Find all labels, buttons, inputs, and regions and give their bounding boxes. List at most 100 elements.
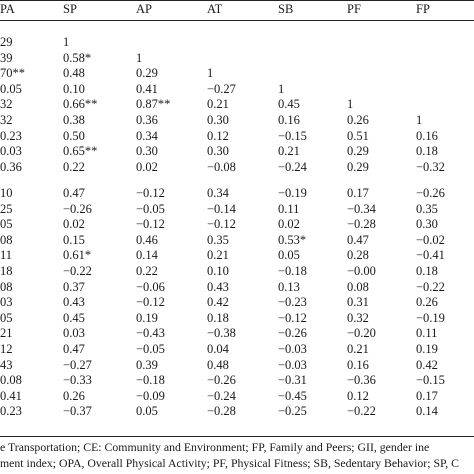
table-cell-col-sb: −0.03 [278,357,307,372]
table-cell-col-sp: 0.03 [63,326,85,341]
table-cell-col-pa: 32 [0,113,13,127]
table-cell-col-pa: 0.23 [0,128,22,143]
header-col-ap: AP [136,2,152,16]
table-cell-col-at: 0.43 [207,279,229,294]
table-cell-col-pa: 0.08 [0,373,22,388]
table-cell-col-at: 0.10 [207,264,229,278]
header-col-pf: PF [347,2,361,16]
table-cell-col-at: −0.27 [207,81,236,96]
table-cell-col-sb: 0.05 [278,248,300,263]
table-top-rule [0,0,474,1]
table-cell-col-sp: −0.37 [63,404,92,419]
table-cell-col-ap: −0.06 [136,279,165,294]
table-cell-col-fp: 0.18 [416,144,438,159]
table-cell-col-pf: 0.21 [347,342,369,356]
table-cell-col-fp: 0.26 [416,295,438,310]
table-cell-col-sb: −0.24 [278,159,307,174]
table-cell-col-at: −0.08 [207,159,236,174]
table-cell-col-at: 0.42 [207,295,229,310]
table-cell-col-ap: −0.05 [136,342,165,356]
table-cell-col-at: 0.12 [207,128,229,143]
table-cell-col-pa: 25 [0,201,13,216]
table-cell-col-sb: 0.21 [278,144,300,159]
table-cell-col-pa: 39 [0,50,13,65]
table-cell-col-pf: 1 [347,97,354,112]
table-cell-col-sp: 0.02 [63,217,85,232]
table-cell-col-sp: −0.22 [63,264,92,278]
table-cell-col-sb: −0.15 [278,128,307,143]
table-cell-col-pf: −0.36 [347,373,376,388]
table-cell-col-at: −0.26 [207,373,236,388]
table-cell-col-pa: 21 [0,326,13,341]
table-cell-col-ap: 0.41 [136,81,158,96]
table-cell-col-pa: 05 [0,310,13,325]
header-col-fp: FP [416,2,430,16]
header-bottom-rule [0,20,474,21]
table-cell-col-pf: 0.28 [347,248,369,263]
table-cell-col-at: −0.24 [207,388,236,403]
table-cell-col-pa: 29 [0,35,13,49]
table-cell-col-sb: 0.11 [278,201,300,216]
table-cell-col-at: 0.48 [207,357,229,372]
table-cell-col-ap: 0.19 [136,310,158,325]
table-cell-col-pa: 0.05 [0,81,22,96]
table-cell-col-pa: 0.36 [0,159,22,174]
table-cell-col-pf: 0.17 [347,186,369,200]
table-cell-col-sp: −0.26 [63,201,92,216]
table-cell-col-fp: 0.17 [416,388,438,403]
table-cell-col-ap: −0.12 [136,217,165,232]
header-col-sp: SP [63,2,77,16]
table-cell-col-sb: 0.13 [278,279,300,294]
table-cell-col-fp: 0.16 [416,128,438,143]
table-cell-col-pf: −0.00 [347,264,376,278]
footnote-line-2: ment index; OPA, Overall Physical Activi… [0,456,460,470]
table-cell-col-pa: 08 [0,232,13,247]
table-cell-col-at: 0.35 [207,232,229,247]
table-cell-col-pf: 0.12 [347,388,369,403]
table-cell-col-at: 0.21 [207,248,229,263]
table-cell-col-at: 0.04 [207,342,229,356]
table-cell-col-pa: 05 [0,217,13,232]
table-cell-col-pf: 0.26 [347,113,369,127]
table-cell-col-ap: −0.05 [136,201,165,216]
table-cell-col-sb: −0.25 [278,404,307,419]
header-col-pa: PA [0,2,15,16]
table-cell-col-sp: −0.27 [63,357,92,372]
table-cell-col-pf: 0.47 [347,232,369,247]
table-cell-col-fp: 0.18 [416,264,438,278]
table-cell-col-at: 0.30 [207,113,229,127]
table-cell-col-fp: −0.02 [416,232,445,247]
table-cell-col-ap: 1 [136,50,143,65]
table-cell-col-pf: −0.22 [347,404,376,419]
table-cell-col-sb: 0.53* [278,232,307,247]
table-cell-col-fp: 1 [416,113,423,127]
table-cell-col-sp: 0.61* [63,248,92,263]
table-cell-col-ap: −0.18 [136,373,165,388]
table-cell-col-sp: 0.58* [63,50,92,65]
table-cell-col-pa: 43 [0,357,13,372]
table-cell-col-pa: 10 [0,186,13,200]
table-cell-col-pa: 18 [0,264,13,278]
table-cell-col-pf: 0.08 [347,279,369,294]
table-cell-col-sb: 0.16 [278,113,300,127]
table-cell-col-at: 0.30 [207,144,229,159]
table-cell-col-sb: −0.12 [278,310,307,325]
table-cell-col-at: −0.14 [207,201,236,216]
table-cell-col-pf: 0.29 [347,159,369,174]
table-cell-col-pa: 12 [0,342,13,356]
table-cell-col-sb: −0.18 [278,264,307,278]
table-cell-col-sp: 0.48 [63,66,85,81]
table-cell-col-pf: 0.31 [347,295,369,310]
table-cell-col-sb: −0.26 [278,326,307,341]
table-cell-col-fp: −0.32 [416,159,445,174]
table-cell-col-ap: 0.36 [136,113,158,127]
table-cell-col-ap: −0.09 [136,388,165,403]
table-cell-col-sp: 0.50 [63,128,85,143]
header-col-sb: SB [278,2,294,16]
table-cell-col-at: 0.21 [207,97,229,112]
table-cell-col-sp: 0.38 [63,113,85,127]
table-cell-col-sp: 0.15 [63,232,85,247]
table-cell-col-sp: 0.26 [63,388,85,403]
table-cell-col-ap: 0.87** [136,97,171,112]
table-cell-col-fp: 0.30 [416,217,438,232]
